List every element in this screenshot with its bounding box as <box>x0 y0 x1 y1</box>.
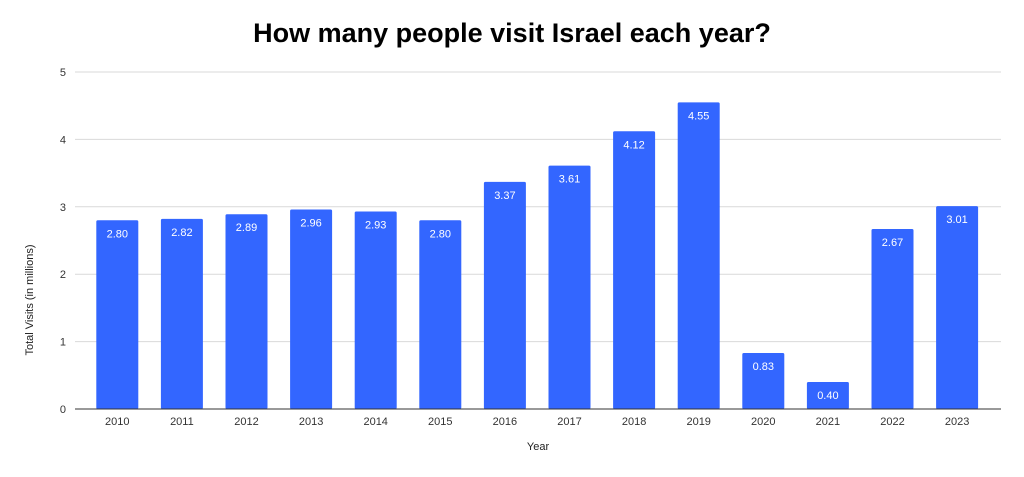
bar-value-label: 4.55 <box>688 110 709 122</box>
bar-value-label: 2.96 <box>300 217 321 229</box>
bar-value-label: 4.12 <box>623 139 644 151</box>
bar-value-label: 2.89 <box>236 222 257 234</box>
x-tick-label: 2014 <box>363 416 387 428</box>
x-tick-label: 2022 <box>880 416 904 428</box>
bar-2018 <box>613 131 656 409</box>
bar-2013 <box>290 209 333 409</box>
x-tick-label: 2018 <box>622 416 646 428</box>
x-tick-label: 2021 <box>816 416 840 428</box>
bar-2014 <box>354 211 397 409</box>
x-tick-label: 2012 <box>234 416 258 428</box>
bar-value-label: 3.01 <box>946 214 967 226</box>
x-tick-label: 2016 <box>493 416 517 428</box>
bar-value-label: 0.83 <box>753 361 774 373</box>
bar-2020 <box>742 353 785 409</box>
bar-2011 <box>160 218 203 409</box>
bar-value-label: 0.40 <box>817 390 838 402</box>
bar-value-label: 3.61 <box>559 174 580 186</box>
chart-title: How many people visit Israel each year? <box>253 18 771 48</box>
x-tick-label: 2019 <box>686 416 710 428</box>
bar-2015 <box>419 220 462 409</box>
x-axis-label: Year <box>526 441 550 453</box>
bar-value-label: 2.80 <box>107 228 128 240</box>
y-axis-label: Total Visits (in millions) <box>24 244 36 356</box>
bar-value-label: 2.80 <box>430 228 451 240</box>
x-tick-label: 2023 <box>945 416 969 428</box>
x-tick-label: 2013 <box>299 416 323 428</box>
y-tick-label: 4 <box>60 134 66 146</box>
bar-2021 <box>806 382 849 409</box>
x-tick-label: 2020 <box>751 416 775 428</box>
bar-2022 <box>871 229 914 409</box>
x-tick-label: 2015 <box>428 416 452 428</box>
bar-2016 <box>483 181 526 409</box>
y-tick-label: 3 <box>60 202 66 214</box>
bar-value-label: 2.93 <box>365 220 386 232</box>
bar-2019 <box>677 102 720 409</box>
bar-value-label: 2.67 <box>882 237 903 249</box>
bar-value-label: 3.37 <box>494 190 515 202</box>
y-tick-label: 1 <box>60 337 66 349</box>
bar-2023 <box>936 206 979 409</box>
bar-2017 <box>548 165 591 409</box>
bar-2010 <box>96 220 139 409</box>
y-tick-label: 0 <box>60 404 66 416</box>
bar-2012 <box>225 214 268 409</box>
x-tick-label: 2010 <box>105 416 129 428</box>
y-tick-label: 5 <box>60 67 66 79</box>
x-tick-label: 2017 <box>557 416 581 428</box>
x-tick-label: 2011 <box>170 416 194 428</box>
y-tick-label: 2 <box>60 269 66 281</box>
bar-value-label: 2.82 <box>171 227 192 239</box>
